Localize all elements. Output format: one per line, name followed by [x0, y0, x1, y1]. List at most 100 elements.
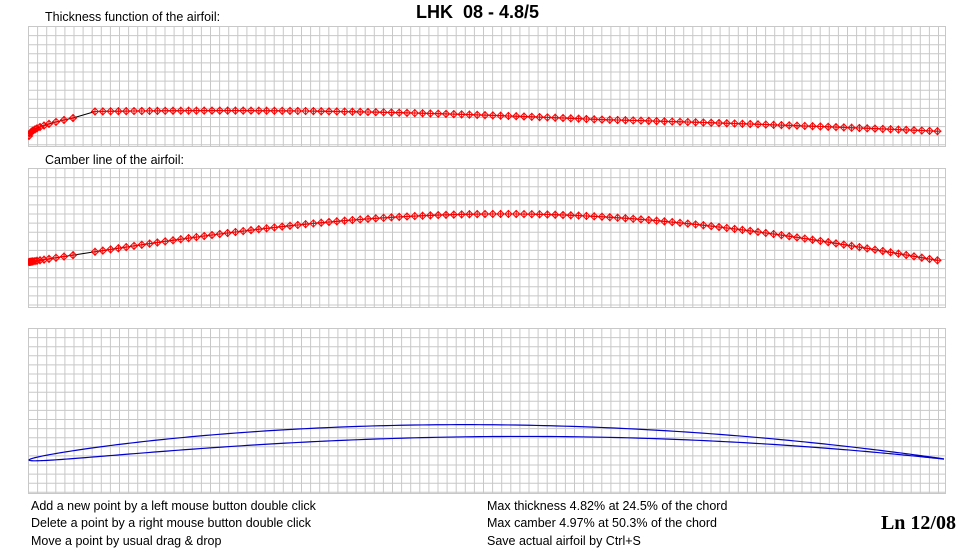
- control-point[interactable]: [722, 223, 732, 233]
- control-point[interactable]: [886, 125, 895, 134]
- control-point[interactable]: [410, 211, 420, 221]
- control-point[interactable]: [862, 244, 872, 253]
- control-point[interactable]: [98, 107, 108, 116]
- control-point[interactable]: [511, 209, 521, 219]
- control-point[interactable]: [745, 226, 755, 236]
- control-point[interactable]: [504, 111, 513, 121]
- control-point[interactable]: [730, 119, 739, 128]
- control-point[interactable]: [418, 109, 427, 118]
- control-point[interactable]: [566, 211, 576, 220]
- control-point[interactable]: [917, 126, 927, 135]
- control-point[interactable]: [878, 246, 888, 256]
- control-point[interactable]: [332, 107, 342, 116]
- camber-plot[interactable]: [28, 168, 946, 308]
- control-point[interactable]: [550, 113, 560, 122]
- control-point[interactable]: [652, 216, 661, 225]
- control-point[interactable]: [137, 240, 147, 249]
- control-point[interactable]: [667, 217, 677, 227]
- control-point[interactable]: [184, 106, 193, 115]
- control-point[interactable]: [480, 110, 490, 120]
- control-point[interactable]: [909, 252, 919, 261]
- control-point[interactable]: [847, 241, 856, 251]
- control-point[interactable]: [527, 209, 537, 219]
- control-point[interactable]: [753, 227, 763, 237]
- control-point[interactable]: [106, 245, 115, 254]
- control-point[interactable]: [597, 212, 607, 221]
- control-point[interactable]: [394, 108, 404, 117]
- control-point[interactable]: [870, 124, 880, 133]
- control-point[interactable]: [714, 222, 724, 232]
- control-point[interactable]: [816, 236, 825, 246]
- control-point[interactable]: [777, 120, 786, 130]
- control-point[interactable]: [332, 217, 342, 226]
- control-point[interactable]: [246, 225, 256, 235]
- control-point[interactable]: [800, 121, 810, 131]
- control-point[interactable]: [519, 112, 529, 121]
- control-point[interactable]: [527, 112, 537, 122]
- control-point[interactable]: [215, 106, 225, 115]
- control-point[interactable]: [121, 242, 131, 252]
- control-point[interactable]: [348, 215, 357, 225]
- control-point[interactable]: [262, 106, 271, 115]
- control-point[interactable]: [714, 118, 724, 128]
- control-point[interactable]: [753, 120, 763, 129]
- control-point[interactable]: [153, 106, 162, 116]
- control-point[interactable]: [254, 225, 264, 234]
- control-point[interactable]: [480, 209, 490, 219]
- control-point[interactable]: [348, 107, 357, 116]
- control-point[interactable]: [808, 122, 817, 131]
- control-point[interactable]: [371, 214, 381, 223]
- control-point[interactable]: [870, 245, 880, 254]
- control-point[interactable]: [441, 109, 451, 119]
- control-point[interactable]: [761, 120, 771, 129]
- control-point[interactable]: [309, 219, 318, 228]
- control-point[interactable]: [472, 209, 482, 219]
- control-point[interactable]: [901, 250, 911, 260]
- control-point[interactable]: [543, 113, 552, 122]
- control-point[interactable]: [613, 213, 622, 222]
- control-point[interactable]: [199, 106, 209, 115]
- control-point[interactable]: [363, 107, 373, 117]
- control-point[interactable]: [691, 220, 700, 229]
- control-point[interactable]: [621, 214, 630, 223]
- control-point[interactable]: [823, 122, 833, 132]
- control-point[interactable]: [277, 222, 287, 231]
- control-point[interactable]: [784, 232, 794, 241]
- control-point[interactable]: [738, 119, 747, 128]
- control-point[interactable]: [488, 111, 498, 120]
- control-point[interactable]: [51, 117, 61, 127]
- control-point[interactable]: [270, 223, 279, 232]
- control-point[interactable]: [761, 228, 771, 238]
- control-point[interactable]: [223, 106, 232, 115]
- control-point[interactable]: [418, 211, 427, 220]
- control-point[interactable]: [145, 106, 154, 116]
- control-point[interactable]: [745, 119, 755, 129]
- control-point[interactable]: [558, 210, 568, 220]
- control-point[interactable]: [683, 219, 693, 228]
- control-point[interactable]: [293, 106, 303, 116]
- control-point[interactable]: [496, 111, 505, 120]
- control-point[interactable]: [324, 107, 334, 116]
- control-point[interactable]: [379, 213, 388, 223]
- control-point[interactable]: [558, 113, 568, 123]
- control-point[interactable]: [675, 218, 685, 228]
- control-point[interactable]: [519, 209, 529, 219]
- control-point[interactable]: [933, 127, 942, 136]
- control-point[interactable]: [769, 120, 778, 130]
- control-point[interactable]: [777, 230, 786, 240]
- control-point[interactable]: [628, 214, 638, 224]
- control-point[interactable]: [121, 106, 131, 116]
- control-point[interactable]: [823, 237, 833, 247]
- control-point[interactable]: [223, 228, 232, 238]
- control-point[interactable]: [98, 246, 108, 255]
- control-point[interactable]: [160, 237, 170, 246]
- control-point[interactable]: [207, 230, 217, 240]
- control-point[interactable]: [160, 106, 170, 116]
- control-point[interactable]: [511, 112, 521, 121]
- control-point[interactable]: [847, 123, 856, 132]
- control-point[interactable]: [574, 114, 583, 123]
- control-point[interactable]: [137, 106, 147, 116]
- control-point[interactable]: [129, 106, 139, 116]
- control-point[interactable]: [660, 117, 669, 126]
- control-point[interactable]: [433, 210, 443, 220]
